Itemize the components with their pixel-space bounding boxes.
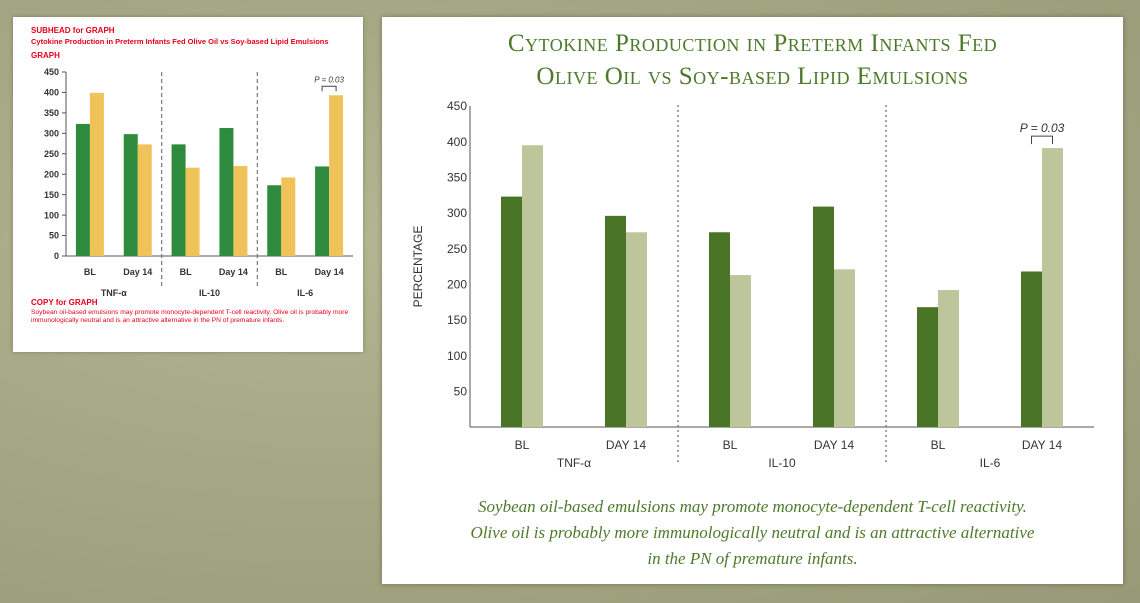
x-group-label: IL-10 [199, 288, 220, 298]
p-value-annotation: P = 0.03 [1020, 121, 1065, 135]
y-tick-label: 300 [447, 206, 467, 220]
y-tick-label: 250 [447, 242, 467, 256]
y-tick-label: 400 [447, 135, 467, 149]
y-tick-label: 200 [44, 169, 59, 179]
bar-il6-0-series-0 [267, 185, 282, 256]
bar-tnf-1-series-0 [123, 134, 138, 256]
significance-bracket [321, 85, 337, 92]
bar-il10-1-series-1 [233, 166, 248, 256]
x-group-label: TNF-α [557, 456, 591, 470]
x-category-label: BL [723, 438, 738, 452]
graph-label: GRAPH [31, 51, 60, 60]
bar-tnf-0-series-1 [522, 145, 543, 427]
y-tick-label: 50 [454, 385, 468, 399]
copy-label: COPY for GRAPH [31, 298, 98, 307]
bar-il10-1-series-0 [219, 128, 234, 256]
y-tick-label: 350 [447, 171, 467, 185]
bar-tnf-1-series-1 [626, 232, 647, 427]
y-tick-label: 100 [44, 210, 59, 220]
chart-title-line-2: Olive Oil vs Soy-based Lipid Emulsions [536, 63, 969, 90]
x-group-label: TNF-α [101, 288, 127, 298]
bar-tnf-1-series-0 [605, 215, 626, 427]
y-tick-label: 200 [447, 278, 467, 292]
x-category-label: BL [84, 267, 96, 277]
bar-il6-1-series-1 [1042, 148, 1063, 427]
chart-title: Cytokine Production in Preterm Infants F… [382, 27, 1123, 93]
x-category-label: BL [275, 267, 287, 277]
y-tick-label: 300 [44, 128, 59, 138]
y-tick-label: 0 [54, 251, 59, 261]
bar-il10-0-series-1 [185, 167, 200, 256]
y-tick-label: 150 [447, 313, 467, 327]
y-tick-label: 250 [44, 149, 59, 159]
chart-caption: Soybean oil-based emulsions may promote … [422, 494, 1083, 572]
x-category-label: Day 14 [123, 267, 152, 277]
main-bar-chart: 50 100 150 200 250 300 350 400 450 PERCENTAGE BL DA… [411, 99, 1094, 470]
bar-il6-1-series-1 [329, 95, 344, 256]
y-tick-label: 150 [44, 190, 59, 200]
p-value-annotation: P = 0.03 [314, 75, 344, 84]
bar-il6-0-series-1 [938, 290, 959, 427]
bar-il10-0-series-0 [709, 232, 730, 427]
y-tick-label: 50 [49, 231, 59, 241]
y-tick-label: 450 [44, 67, 59, 77]
caption-line-3: in the PN of premature infants. [647, 549, 858, 568]
y-tick-label: 350 [44, 108, 59, 118]
bar-tnf-0-series-1 [89, 92, 104, 256]
y-axis-label: PERCENTAGE [411, 226, 425, 308]
caption-line-2: Olive oil is probably more immunological… [470, 523, 1035, 542]
bar-il10-1-series-0 [813, 206, 834, 427]
bar-il10-0-series-1 [730, 275, 751, 427]
spec-bar-chart: 0 50 100 150 200 250 300 350 400 450 BL Day 14 TNF-α… [44, 67, 353, 298]
x-category-label: Day 14 [219, 267, 248, 277]
bar-il10-0-series-0 [171, 144, 186, 256]
main-card: Cytokine Production in Preterm Infants F… [382, 17, 1123, 584]
bar-il6-0-series-1 [281, 177, 296, 256]
bar-il6-0-series-0 [917, 307, 938, 427]
y-tick-label: 400 [44, 88, 59, 98]
x-category-label: Day 14 [315, 267, 344, 277]
x-group-label: IL-6 [980, 456, 1001, 470]
caption-line-1: Soybean oil-based emulsions may promote … [478, 497, 1027, 516]
y-tick-label: 450 [447, 99, 467, 113]
bar-il10-1-series-1 [834, 269, 855, 427]
bar-tnf-0-series-0 [501, 196, 522, 427]
bar-tnf-0-series-0 [75, 123, 90, 256]
x-category-label: DAY 14 [1022, 438, 1063, 452]
x-category-label: BL [931, 438, 946, 452]
x-category-label: BL [515, 438, 530, 452]
x-group-label: IL-6 [297, 288, 313, 298]
y-tick-label: 100 [447, 349, 467, 363]
significance-bracket [1031, 135, 1053, 145]
chart-title-line-1: Cytokine Production in Preterm Infants F… [507, 30, 998, 57]
subhead-label: SUBHEAD for GRAPH [31, 26, 115, 35]
spec-card: SUBHEAD for GRAPH Cytokine Production in… [13, 17, 363, 352]
bar-il6-1-series-0 [1021, 271, 1042, 427]
bar-tnf-1-series-1 [137, 144, 152, 256]
subhead-text: Cytokine Production in Preterm Infants F… [31, 37, 329, 46]
copy-text: Soybean oil-based emulsions may promote … [31, 309, 349, 325]
x-group-label: IL-10 [768, 456, 796, 470]
x-category-label: BL [180, 267, 192, 277]
x-category-label: DAY 14 [814, 438, 855, 452]
x-category-label: DAY 14 [606, 438, 647, 452]
bar-il6-1-series-0 [315, 166, 330, 256]
